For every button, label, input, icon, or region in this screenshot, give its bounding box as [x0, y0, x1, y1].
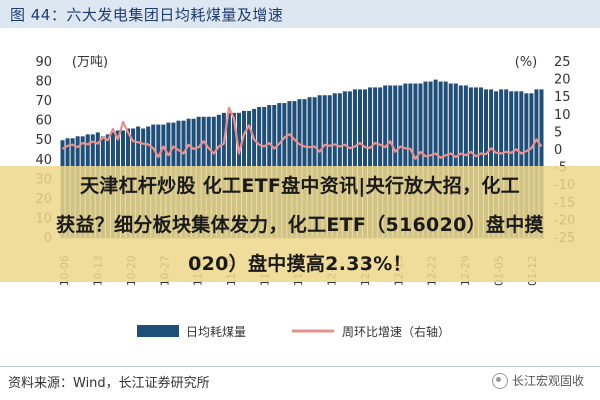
coal-bar	[484, 89, 489, 238]
left-tick-label: 90	[35, 55, 52, 70]
coal-bar	[388, 85, 393, 238]
coal-bar	[489, 89, 494, 238]
coal-bar	[342, 91, 347, 238]
legend-line-label: 周环比增速（右轴）	[342, 324, 450, 339]
left-tick-label: 60	[35, 114, 52, 129]
coal-bar	[463, 85, 468, 238]
coal-bar	[448, 83, 453, 238]
figure-title: 图 44：六大发电集团日均耗煤量及增速	[10, 5, 284, 24]
legend-bar-label: 日均耗煤量	[186, 325, 246, 339]
coal-bar	[373, 87, 378, 238]
coal-bar	[433, 79, 438, 238]
footer-divider	[0, 366, 600, 367]
coal-bar	[408, 83, 413, 238]
right-tick-label: 5	[554, 125, 562, 140]
legend: 日均耗煤量 周环比增速（右轴）	[137, 324, 450, 339]
right-tick-label: 10	[554, 108, 571, 123]
right-tick-label: 25	[554, 55, 571, 70]
right-axis-label: (%)	[515, 55, 538, 70]
coal-bar	[352, 89, 357, 238]
coal-bar	[332, 93, 337, 238]
coal-bar	[529, 93, 534, 238]
coal-bar	[514, 91, 519, 238]
coal-bar	[393, 85, 398, 238]
wechat-icon	[491, 372, 508, 389]
line-series	[61, 106, 543, 160]
coal-bar	[413, 83, 418, 238]
coal-bar	[378, 87, 383, 238]
right-tick-label: 15	[554, 90, 571, 105]
coal-bar	[458, 85, 463, 238]
coal-bar	[468, 87, 473, 238]
coal-bar	[423, 81, 428, 238]
coal-bar	[473, 87, 478, 238]
coal-bar	[438, 81, 443, 238]
right-tick-label: 0	[554, 143, 562, 158]
headline-line-3[interactable]: 020）盘中摸高2.33%！	[188, 253, 412, 275]
coal-bar	[534, 89, 539, 238]
left-axis-label: (万吨)	[72, 55, 108, 70]
coal-bar	[499, 89, 504, 238]
headline-line-1[interactable]: 天津杠杆炒股 化工ETF盘中资讯|央行放大招，化工	[80, 175, 520, 197]
growth-line	[61, 106, 543, 160]
coal-bar	[519, 91, 524, 238]
coal-bar	[494, 91, 499, 238]
headline-overlay[interactable]: 天津杠杆炒股 化工ETF盘中资讯|央行放大招，化工 获益？细分板块集体发力，化工…	[0, 166, 600, 282]
coal-bar	[539, 89, 544, 238]
watermark: 长江宏观固收	[491, 372, 584, 389]
coal-bar	[504, 89, 509, 238]
coal-bar	[509, 91, 514, 238]
coal-bar	[418, 83, 423, 238]
left-tick-label: 40	[35, 153, 52, 168]
coal-bar	[403, 83, 408, 238]
coal-bar	[398, 85, 403, 238]
legend-bar-swatch	[137, 325, 179, 337]
coal-bar	[478, 87, 483, 238]
coal-bar	[357, 89, 362, 238]
coal-bar	[368, 87, 373, 238]
coal-bar	[428, 81, 433, 238]
headline-line-2[interactable]: 获益？细分板块集体发力，化工ETF（516020）盘中摸	[56, 214, 544, 236]
coal-bar	[524, 93, 529, 238]
coal-bar	[453, 83, 458, 238]
coal-bar	[383, 85, 388, 238]
coal-bar	[347, 91, 352, 238]
left-tick-label: 70	[35, 94, 52, 109]
source-note: 资料来源：Wind，长江证券研究所	[8, 376, 210, 391]
left-tick-label: 50	[35, 133, 52, 148]
figure-header: 图 44：六大发电集团日均耗煤量及增速	[0, 0, 600, 28]
watermark-label: 长江宏观固收	[511, 374, 584, 388]
right-tick-label: 20	[554, 73, 571, 88]
coal-bar	[337, 93, 342, 238]
left-tick-label: 80	[35, 75, 52, 90]
coal-bar	[443, 81, 448, 238]
coal-bar	[363, 89, 368, 238]
